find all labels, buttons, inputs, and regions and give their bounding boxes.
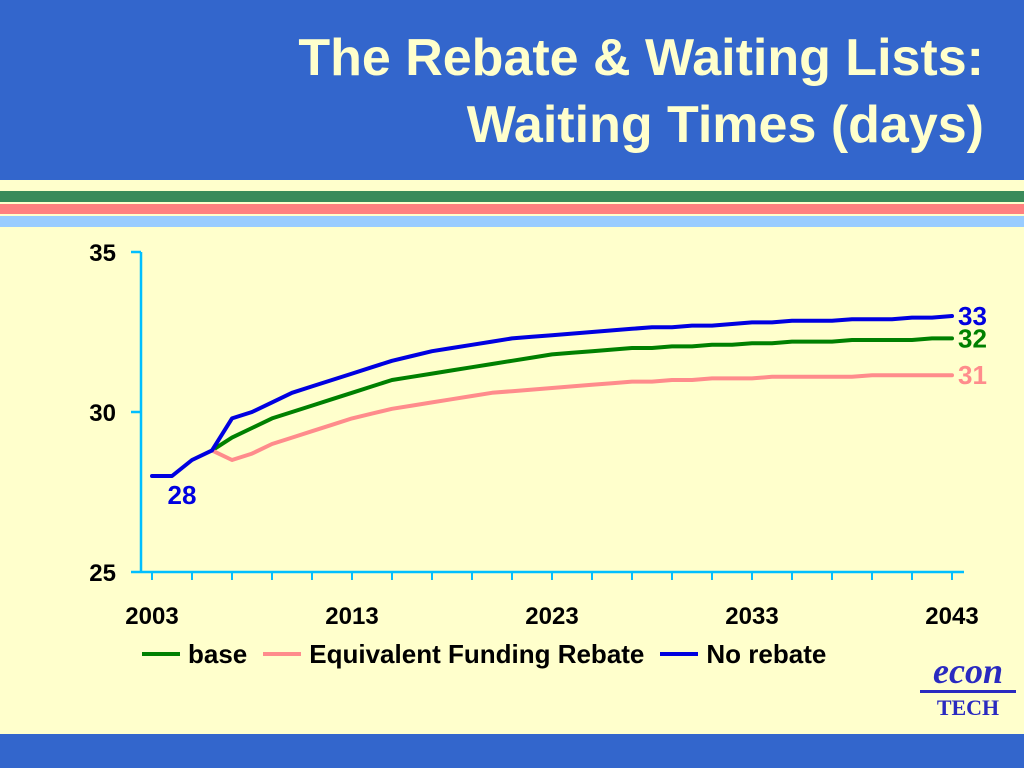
legend-item-equivalent-funding-rebate: Equivalent Funding Rebate [263,639,644,670]
end-label-no-rebate: 33 [958,301,987,331]
logo-tech-text: TECH [936,695,1000,720]
legend-item-no-rebate: No rebate [660,639,826,670]
stripe-light-blue [0,216,1024,227]
end-label-base: 32 [958,323,987,353]
bottom-bar [0,734,1024,768]
x-tick-label-2003: 2003 [125,603,178,630]
logo-rule [920,690,1016,693]
annotation-label-0: 28 [168,480,197,510]
logo-econ-text: econ [933,651,1003,691]
slide-title-line-1: The Rebate & Waiting Lists: [298,29,984,87]
series-line-no-rebate [150,314,954,478]
legend-swatch-equivalent-funding-rebate [263,652,302,656]
chart-legend: base Equivalent Funding Rebate No rebate [142,636,842,672]
legend-swatch-base [142,652,180,656]
stripe-pink [0,204,1024,214]
legend-label-equivalent-funding-rebate: Equivalent Funding Rebate [309,638,645,669]
y-tick-label-25: 25 [89,560,116,587]
legend-label-no-rebate: No rebate [706,638,827,669]
waiting-times-chart: 25 30 35 2003 2013 2023 2033 2043 32 31 33 28 [89,240,987,630]
x-tick-label-2023: 2023 [525,603,578,630]
series-line-equivalent-funding-rebate [210,373,954,462]
y-tick-label-30: 30 [89,400,116,427]
legend-swatch-no-rebate [660,652,699,656]
stripe-green [0,191,1024,202]
slide-title-line-2: Waiting Times (days) [466,96,984,154]
legend-item-base: base [142,639,247,670]
econtech-logo: econ TECH [920,652,1016,726]
x-tick-label-2033: 2033 [725,603,778,630]
end-label-equivalent-funding-rebate: 31 [958,360,987,390]
series-line-base [210,336,954,453]
x-tick-label-2013: 2013 [325,603,378,630]
y-tick-label-35: 35 [89,240,116,267]
title-bar: The Rebate & Waiting Lists: Waiting Time… [0,0,1024,180]
legend-label-base: base [188,638,248,669]
x-tick-label-2043: 2043 [925,603,978,630]
